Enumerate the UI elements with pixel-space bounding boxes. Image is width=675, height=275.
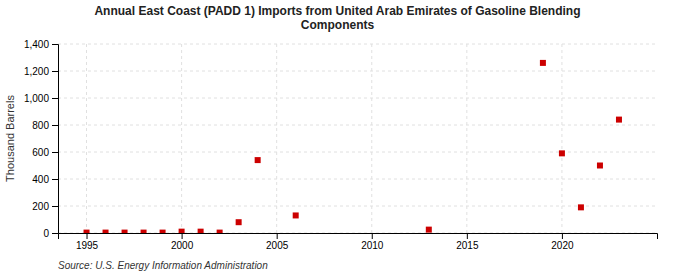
point: [578, 204, 584, 210]
tick-label: 2005: [266, 240, 289, 251]
tick-mark: [562, 233, 563, 239]
tick: 400: [32, 174, 58, 185]
point: [597, 163, 603, 169]
tick-label: 2010: [361, 240, 384, 251]
point: [103, 230, 109, 233]
tick-mark: [52, 125, 58, 126]
grid-line: [58, 44, 657, 45]
tick: 0: [43, 228, 58, 239]
tick-mark: [87, 233, 88, 239]
tick-label: 800: [32, 120, 49, 131]
point: [217, 230, 223, 233]
tick-label: 200: [32, 201, 49, 212]
tick-mark: [467, 233, 468, 239]
grid-line: [276, 44, 277, 233]
tick: 1,200: [24, 66, 58, 77]
point: [160, 230, 166, 233]
point: [559, 150, 565, 156]
grid-line: [58, 152, 657, 153]
tick-label: 2015: [456, 240, 479, 251]
tick-mark: [52, 206, 58, 207]
point: [236, 219, 242, 225]
title: Annual East Coast (PADD 1) Imports from …: [94, 4, 580, 32]
grid-line: [466, 44, 467, 233]
axis-line: [52, 45, 59, 234]
grid-line: [181, 44, 182, 233]
y-axis: 0 200 400 600 800 1,000 1,200 1,400: [24, 39, 59, 239]
tick-mark: [52, 179, 58, 180]
grid-line: [58, 98, 657, 99]
tick-label: 400: [32, 174, 49, 185]
points: [84, 60, 622, 233]
tick-label: 600: [32, 147, 49, 158]
tick-label: 1,400: [24, 39, 49, 50]
point: [122, 230, 128, 233]
tick-mark: [52, 44, 58, 45]
point: [84, 230, 90, 233]
tick: 2015: [456, 233, 479, 251]
grid-line: [58, 71, 657, 72]
tick: 1995: [76, 233, 99, 251]
tick-label: 1995: [76, 240, 99, 251]
chart: 1995 2000 2005 2010 2015 2020 0 200 400 600 800 1,0…: [0, 0, 675, 275]
tick: 1,400: [24, 39, 58, 50]
tick-label: 2020: [551, 240, 574, 251]
x-axis: 1995 2000 2005 2010 2015 2020: [59, 233, 658, 251]
point: [141, 230, 147, 233]
tick-label: 1,200: [24, 66, 49, 77]
tick-label: 0: [43, 228, 49, 239]
tick: 2000: [171, 233, 194, 251]
grid-line: [86, 44, 87, 233]
grid-line: [371, 44, 372, 233]
tick: 2020: [551, 233, 574, 251]
tick-mark: [52, 233, 58, 234]
tick: 800: [32, 120, 58, 131]
tick: 600: [32, 147, 58, 158]
tick-label: 1,000: [24, 93, 49, 104]
point: [179, 229, 185, 233]
point: [426, 227, 432, 233]
tick: 200: [32, 201, 58, 212]
point: [198, 229, 204, 233]
tick: 1,000: [24, 93, 58, 104]
plot-area: 1995 2000 2005 2010 2015 2020 0 200 400 600 800 1,0…: [24, 39, 658, 251]
tick-mark: [52, 152, 58, 153]
point: [616, 117, 622, 123]
y-axis-title: Thousand Barrels: [4, 95, 16, 182]
point: [293, 212, 299, 218]
tick-label: 2000: [171, 240, 194, 251]
tick: 2005: [266, 233, 289, 251]
tick-mark: [52, 71, 58, 72]
grid-line: [561, 44, 562, 233]
tick: 2010: [361, 233, 384, 251]
tick-mark: [52, 98, 58, 99]
tick-mark: [277, 233, 278, 239]
grid-line: [58, 179, 657, 180]
source: Source: U.S. Energy Information Administ…: [58, 260, 268, 271]
tick-mark: [182, 233, 183, 239]
tick-mark: [372, 233, 373, 239]
grid-line: [58, 125, 657, 126]
axis-line: [59, 234, 658, 240]
grid-line: [58, 206, 657, 207]
grid: [58, 44, 657, 233]
point: [540, 60, 546, 66]
point: [255, 157, 261, 163]
